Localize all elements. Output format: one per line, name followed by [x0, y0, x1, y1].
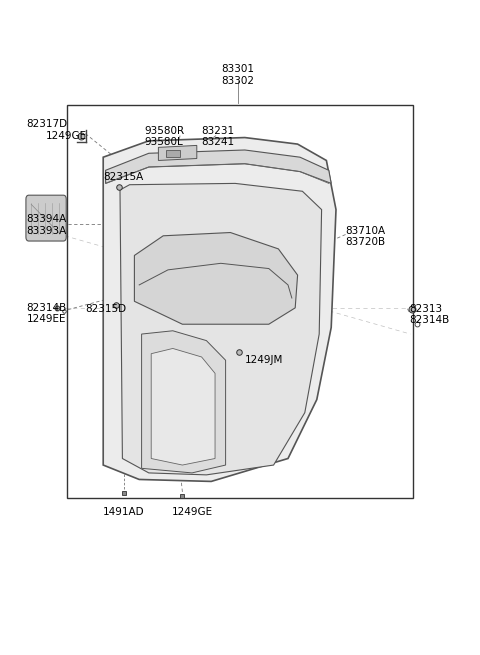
Text: 1249EE: 1249EE	[26, 314, 66, 324]
Text: 82313: 82313	[409, 304, 442, 314]
Polygon shape	[158, 145, 197, 160]
FancyBboxPatch shape	[26, 195, 66, 241]
Text: 1249GE: 1249GE	[46, 130, 87, 141]
Text: 83231: 83231	[202, 126, 235, 136]
Polygon shape	[120, 183, 322, 475]
Text: 82317D: 82317D	[26, 119, 68, 130]
Bar	[166, 150, 180, 157]
Text: 82314B: 82314B	[409, 315, 449, 326]
Polygon shape	[106, 150, 331, 183]
Text: 83710A: 83710A	[346, 225, 386, 236]
Polygon shape	[103, 138, 336, 481]
Text: 83393A: 83393A	[26, 225, 67, 236]
Polygon shape	[134, 233, 298, 324]
Text: 83301: 83301	[221, 64, 254, 74]
Bar	[67, 105, 413, 498]
Text: 83302: 83302	[221, 75, 254, 86]
Text: 93580R: 93580R	[144, 126, 184, 136]
Text: 1491AD: 1491AD	[103, 507, 144, 517]
Polygon shape	[142, 331, 226, 473]
Text: 83394A: 83394A	[26, 214, 67, 225]
Text: 83241: 83241	[202, 137, 235, 147]
Text: 82315A: 82315A	[103, 172, 144, 182]
Text: 93580L: 93580L	[144, 137, 183, 147]
Text: 82314B: 82314B	[26, 303, 67, 313]
Text: 1249JM: 1249JM	[245, 355, 283, 365]
Text: 1249GE: 1249GE	[171, 507, 213, 517]
Polygon shape	[151, 348, 215, 465]
Text: 83720B: 83720B	[346, 236, 386, 247]
Text: 82315D: 82315D	[85, 304, 127, 314]
